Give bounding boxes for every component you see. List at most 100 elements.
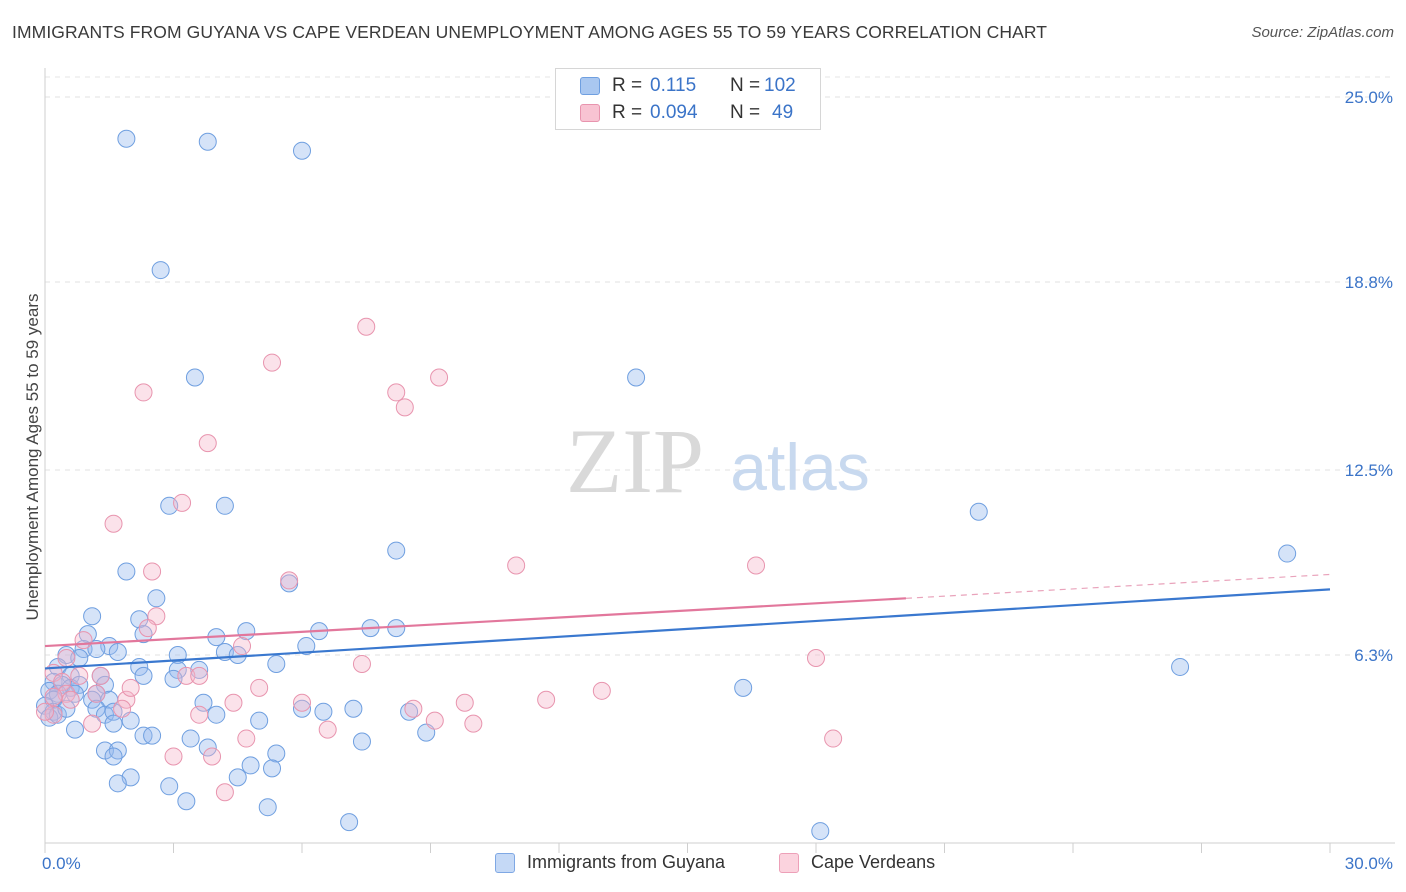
data-point (263, 353, 282, 372)
data-point (164, 747, 183, 766)
data-point (215, 783, 234, 802)
watermark-zip: ZIP (566, 410, 704, 512)
data-point (250, 678, 269, 697)
data-point (318, 720, 337, 739)
data-point (215, 496, 234, 515)
data-point (224, 693, 243, 712)
trend-line-cape-verdean-extension (905, 573, 1331, 599)
legend-r-value: 0.094 (650, 102, 698, 123)
data-point (344, 699, 363, 718)
data-point (969, 502, 988, 521)
data-point (160, 777, 179, 796)
data-point (83, 714, 102, 733)
legend-n-value: 102 (764, 75, 796, 96)
data-point (747, 556, 766, 575)
data-point (734, 678, 753, 697)
bottom-legend-swatch-cape-verdean (779, 853, 799, 873)
data-point (233, 637, 252, 656)
tick-labels: 6.3% 12.5% 18.8% 25.0% 0.0% 30.0% (42, 88, 1393, 873)
trend-line-cape-verdean (44, 597, 907, 648)
bottom-legend-swatch-guyana (495, 853, 515, 873)
data-point (314, 702, 333, 721)
data-point (185, 368, 204, 387)
legend-swatch-guyana (580, 77, 600, 95)
y-tick-label: 6.3% (1354, 646, 1393, 665)
data-point (173, 493, 192, 512)
data-point (83, 607, 102, 626)
data-point (143, 562, 162, 581)
x-tick-label-min: 0.0% (42, 854, 81, 873)
data-point (263, 759, 282, 778)
data-point (352, 654, 371, 673)
data-point (104, 514, 123, 533)
legend-swatch-cape-verdean (580, 104, 600, 122)
data-point (430, 368, 449, 387)
data-point (340, 813, 359, 832)
data-point (297, 637, 316, 656)
data-point (387, 619, 406, 638)
data-point (117, 562, 136, 581)
data-point (258, 798, 277, 817)
y-axis-label: Unemployment Among Ages 55 to 59 years (23, 294, 42, 621)
data-point (237, 729, 256, 748)
data-point (44, 687, 63, 706)
data-point (57, 648, 76, 667)
data-point (455, 693, 474, 712)
data-point (228, 768, 247, 787)
data-point (425, 711, 444, 730)
data-point (592, 681, 611, 700)
legend-r-label: R = (612, 75, 643, 96)
data-point (267, 744, 286, 763)
data-point (36, 702, 54, 721)
data-point (824, 729, 843, 748)
data-point (395, 398, 414, 417)
legend-r-value: 0.115 (650, 75, 697, 96)
data-point (177, 666, 196, 685)
data-point (113, 699, 132, 718)
data-point (65, 720, 84, 739)
data-point (807, 648, 825, 667)
data-point (151, 261, 170, 280)
data-point (104, 714, 123, 733)
data-point (181, 729, 200, 748)
data-point (464, 714, 483, 733)
data-point (61, 690, 80, 709)
data-point (134, 666, 153, 685)
y-tick-label: 18.8% (1345, 273, 1393, 292)
data-point (198, 434, 217, 453)
data-point (104, 747, 123, 766)
data-point (404, 699, 423, 718)
legend-r-label: R = (612, 102, 643, 123)
data-point (108, 643, 127, 662)
y-tick-label: 25.0% (1345, 88, 1393, 107)
stats-legend: R = 0.115 N = 102 R = 0.094 N = 49 (555, 68, 821, 130)
data-point (138, 619, 157, 638)
legend-n-label: N = (730, 102, 761, 123)
y-tick-label: 12.5% (1345, 461, 1393, 480)
bottom-legend-label-guyana: Immigrants from Guyana (527, 852, 726, 872)
data-point (387, 383, 406, 402)
data-point (177, 792, 196, 811)
data-point (627, 368, 646, 387)
data-point (237, 622, 256, 641)
data-point (117, 690, 136, 709)
watermark-atlas: atlas (730, 430, 869, 504)
data-point (143, 726, 162, 745)
data-point (250, 711, 269, 730)
series-cape-verdean (36, 317, 843, 802)
data-point (91, 666, 110, 685)
data-point (74, 631, 93, 650)
data-point (293, 699, 311, 718)
data-point (507, 556, 526, 575)
data-point (53, 672, 72, 691)
data-point (1171, 657, 1190, 676)
data-point (117, 129, 136, 148)
data-point (147, 589, 166, 608)
x-tick-label-max: 30.0% (1345, 854, 1393, 873)
data-point (357, 317, 376, 336)
data-point (203, 747, 222, 766)
data-point (537, 690, 556, 709)
data-point (811, 822, 830, 841)
data-point (241, 756, 260, 775)
